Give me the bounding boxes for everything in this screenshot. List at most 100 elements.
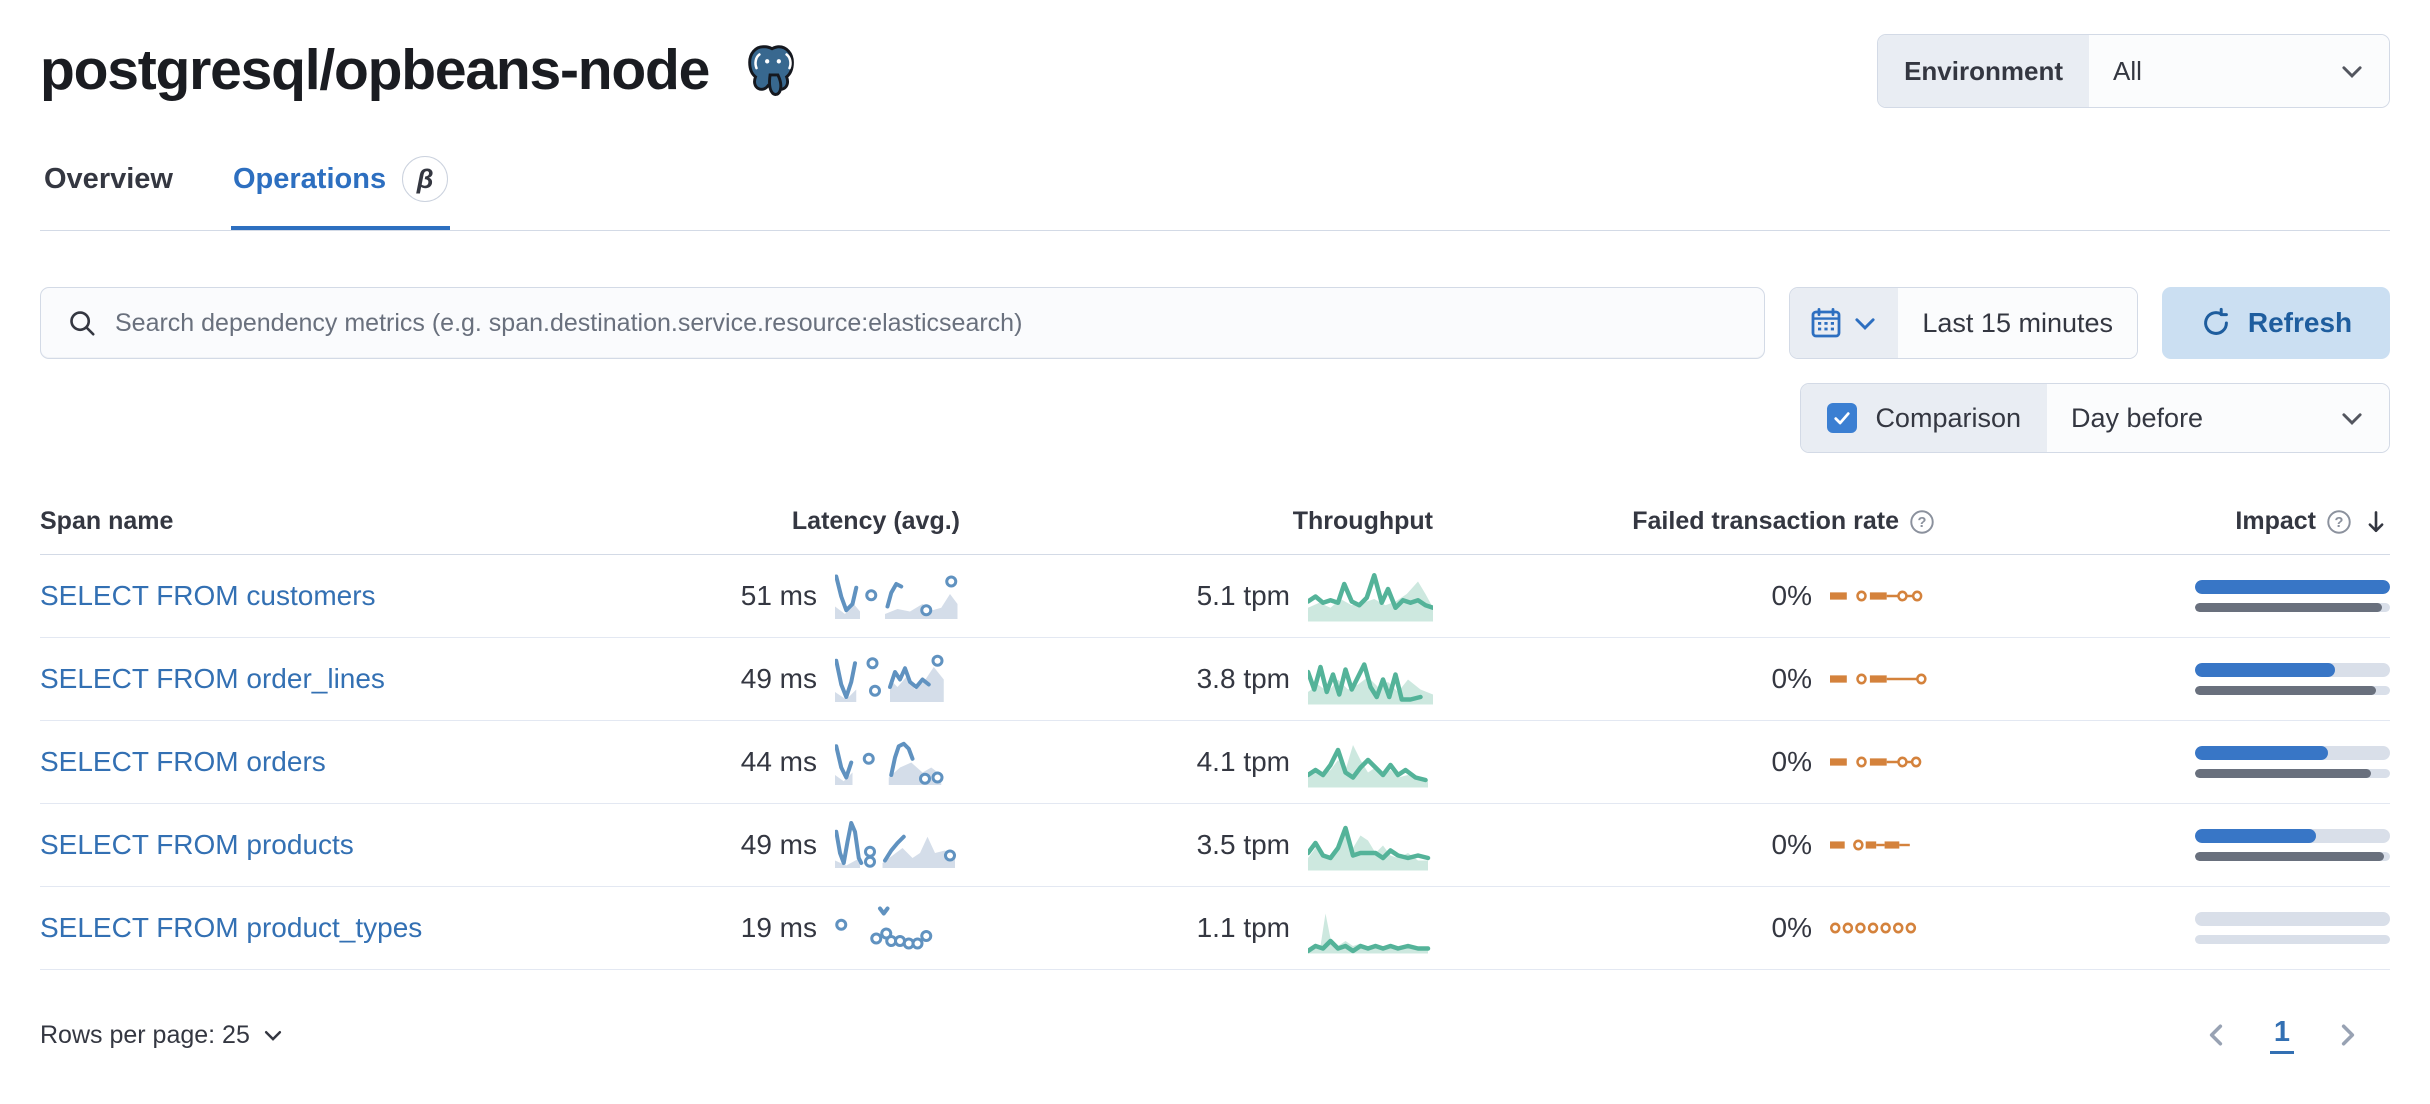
- failed-rate-sparkline: [1830, 756, 1922, 768]
- failed-rate-value: 0%: [1771, 746, 1812, 777]
- operations-table: Span name Latency (avg.) Throughput Fail…: [40, 507, 2390, 970]
- latency-cell: 49 ms: [540, 652, 960, 707]
- impact-bar-current: [2195, 912, 2390, 926]
- impact-fill-previous: [2195, 603, 2383, 612]
- span-name-link[interactable]: SELECT FROM product_types: [40, 912, 423, 943]
- throughput-cell: 5.1 tpm: [960, 569, 1433, 624]
- tab-operations-label: Operations: [232, 162, 387, 195]
- impact-bar-previous: [2195, 935, 2390, 944]
- search-box: [40, 287, 1766, 359]
- table-row: SELECT FROM customers 51 ms 5.1 tpm 0%: [40, 555, 2390, 638]
- sort-descending-icon: [2368, 510, 2384, 532]
- impact-bars: [2195, 746, 2390, 778]
- failed-rate-cell: 0%: [1433, 912, 1935, 944]
- latency-cell: 19 ms: [540, 901, 960, 956]
- check-icon: [1834, 412, 1851, 425]
- chevron-down-icon: [1855, 318, 1875, 330]
- impact-bar-current: [2195, 580, 2390, 594]
- time-range-button[interactable]: Last 15 minutes: [1898, 288, 2137, 358]
- throughput-sparkline: [1308, 913, 1431, 953]
- impact-fill-previous: [2195, 769, 2371, 778]
- throughput-sparkline: [1308, 572, 1433, 621]
- failed-rate-value: 0%: [1771, 912, 1812, 943]
- comparison-label: Comparison: [1875, 402, 2021, 433]
- chevron-right-icon[interactable]: [2334, 1021, 2362, 1049]
- chevron-down-icon: [264, 1031, 281, 1041]
- tab-operations[interactable]: Operations β: [230, 142, 451, 230]
- impact-fill-current: [2195, 746, 2328, 760]
- throughput-value: 5.1 tpm: [1196, 580, 1290, 611]
- table-row: SELECT FROM order_lines 49 ms 3.8 tpm 0%: [40, 638, 2390, 721]
- chevron-left-icon[interactable]: [2202, 1021, 2230, 1049]
- impact-bar-previous: [2195, 852, 2390, 861]
- col-throughput: Throughput: [1292, 507, 1433, 535]
- impact-cell: [1935, 663, 2390, 695]
- comparison-checkbox[interactable]: [1827, 403, 1858, 433]
- throughput-sparkline: [1308, 661, 1433, 704]
- page-header: postgresql/opbeans-node Environment All: [40, 26, 2390, 108]
- refresh-icon: [2203, 307, 2228, 335]
- tab-overview[interactable]: Overview: [42, 142, 175, 230]
- date-picker: Last 15 minutes: [1789, 287, 2138, 359]
- failed-rate-cell: 0%: [1433, 829, 1935, 861]
- throughput-sparkline: [1308, 744, 1428, 787]
- throughput-value: 3.5 tpm: [1196, 829, 1290, 860]
- table-row: SELECT FROM orders 44 ms 4.1 tpm 0%: [40, 721, 2390, 804]
- rows-per-page-label: Rows per page: 25: [40, 1020, 250, 1049]
- postgresql-icon: [748, 45, 795, 96]
- span-name-link[interactable]: SELECT FROM products: [40, 829, 354, 860]
- latency-sparkline: [835, 741, 944, 785]
- failed-rate-value: 0%: [1771, 829, 1812, 860]
- impact-cell: [1935, 580, 2390, 612]
- search-icon: [70, 311, 95, 336]
- failed-rate-cell: 0%: [1433, 580, 1935, 612]
- comparison-control: Comparison Day before: [1800, 383, 2390, 453]
- throughput-cell: 1.1 tpm: [960, 901, 1433, 956]
- table-row: SELECT FROM products 49 ms 3.5 tpm 0%: [40, 804, 2390, 887]
- refresh-button[interactable]: Refresh: [2162, 287, 2390, 359]
- failed-rate-cell: 0%: [1433, 746, 1935, 778]
- span-name-cell: SELECT FROM customers: [40, 580, 540, 612]
- environment-value: All: [2113, 55, 2142, 86]
- comparison-select[interactable]: Day before: [2047, 384, 2389, 452]
- impact-bar-previous: [2195, 769, 2390, 778]
- impact-cell: [1935, 829, 2390, 861]
- col-span-name: Span name: [40, 507, 174, 535]
- span-name-link[interactable]: SELECT FROM orders: [40, 746, 326, 777]
- col-failed-rate: Failed transaction rate ?: [1433, 507, 1935, 536]
- svg-text:?: ?: [2335, 515, 2344, 531]
- pagination: 1: [2202, 1016, 2362, 1054]
- chevron-down-icon: [2342, 413, 2362, 425]
- latency-value: 49 ms: [740, 663, 817, 694]
- latency-value: 44 ms: [740, 746, 817, 777]
- impact-bar-current: [2195, 663, 2390, 677]
- failed-rate-sparkline: [1830, 839, 1910, 851]
- question-circle-icon[interactable]: ?: [2326, 509, 2352, 535]
- throughput-value: 3.8 tpm: [1196, 663, 1290, 694]
- latency-cell: 49 ms: [540, 818, 960, 873]
- environment-label: Environment: [1878, 35, 2089, 107]
- environment-filter[interactable]: Environment All: [1877, 34, 2390, 108]
- span-name-cell: SELECT FROM order_lines: [40, 663, 540, 695]
- date-quick-select[interactable]: [1790, 288, 1899, 358]
- impact-bar-current: [2195, 746, 2390, 760]
- impact-fill-current: [2195, 580, 2390, 594]
- throughput-cell: 3.8 tpm: [960, 652, 1433, 707]
- rows-per-page-button[interactable]: Rows per page: 25: [40, 1021, 284, 1050]
- latency-value: 19 ms: [740, 912, 817, 943]
- impact-bar-current: [2195, 829, 2390, 843]
- impact-fill-previous: [2195, 686, 2377, 695]
- span-name-cell: SELECT FROM orders: [40, 746, 540, 778]
- question-circle-icon[interactable]: ?: [1909, 509, 1935, 535]
- latency-sparkline: [835, 820, 957, 868]
- failed-rate-sparkline: [1830, 673, 1927, 685]
- latency-cell: 44 ms: [540, 735, 960, 790]
- span-name-link[interactable]: SELECT FROM order_lines: [40, 663, 385, 694]
- span-name-link[interactable]: SELECT FROM customers: [40, 580, 376, 611]
- table-row: SELECT FROM product_types 19 ms 1.1 tpm 0%: [40, 887, 2390, 970]
- search-input[interactable]: [115, 308, 1739, 338]
- col-impact[interactable]: Impact ?: [1935, 507, 2390, 536]
- page-number[interactable]: 1: [2269, 1016, 2294, 1054]
- latency-sparkline: [835, 654, 944, 702]
